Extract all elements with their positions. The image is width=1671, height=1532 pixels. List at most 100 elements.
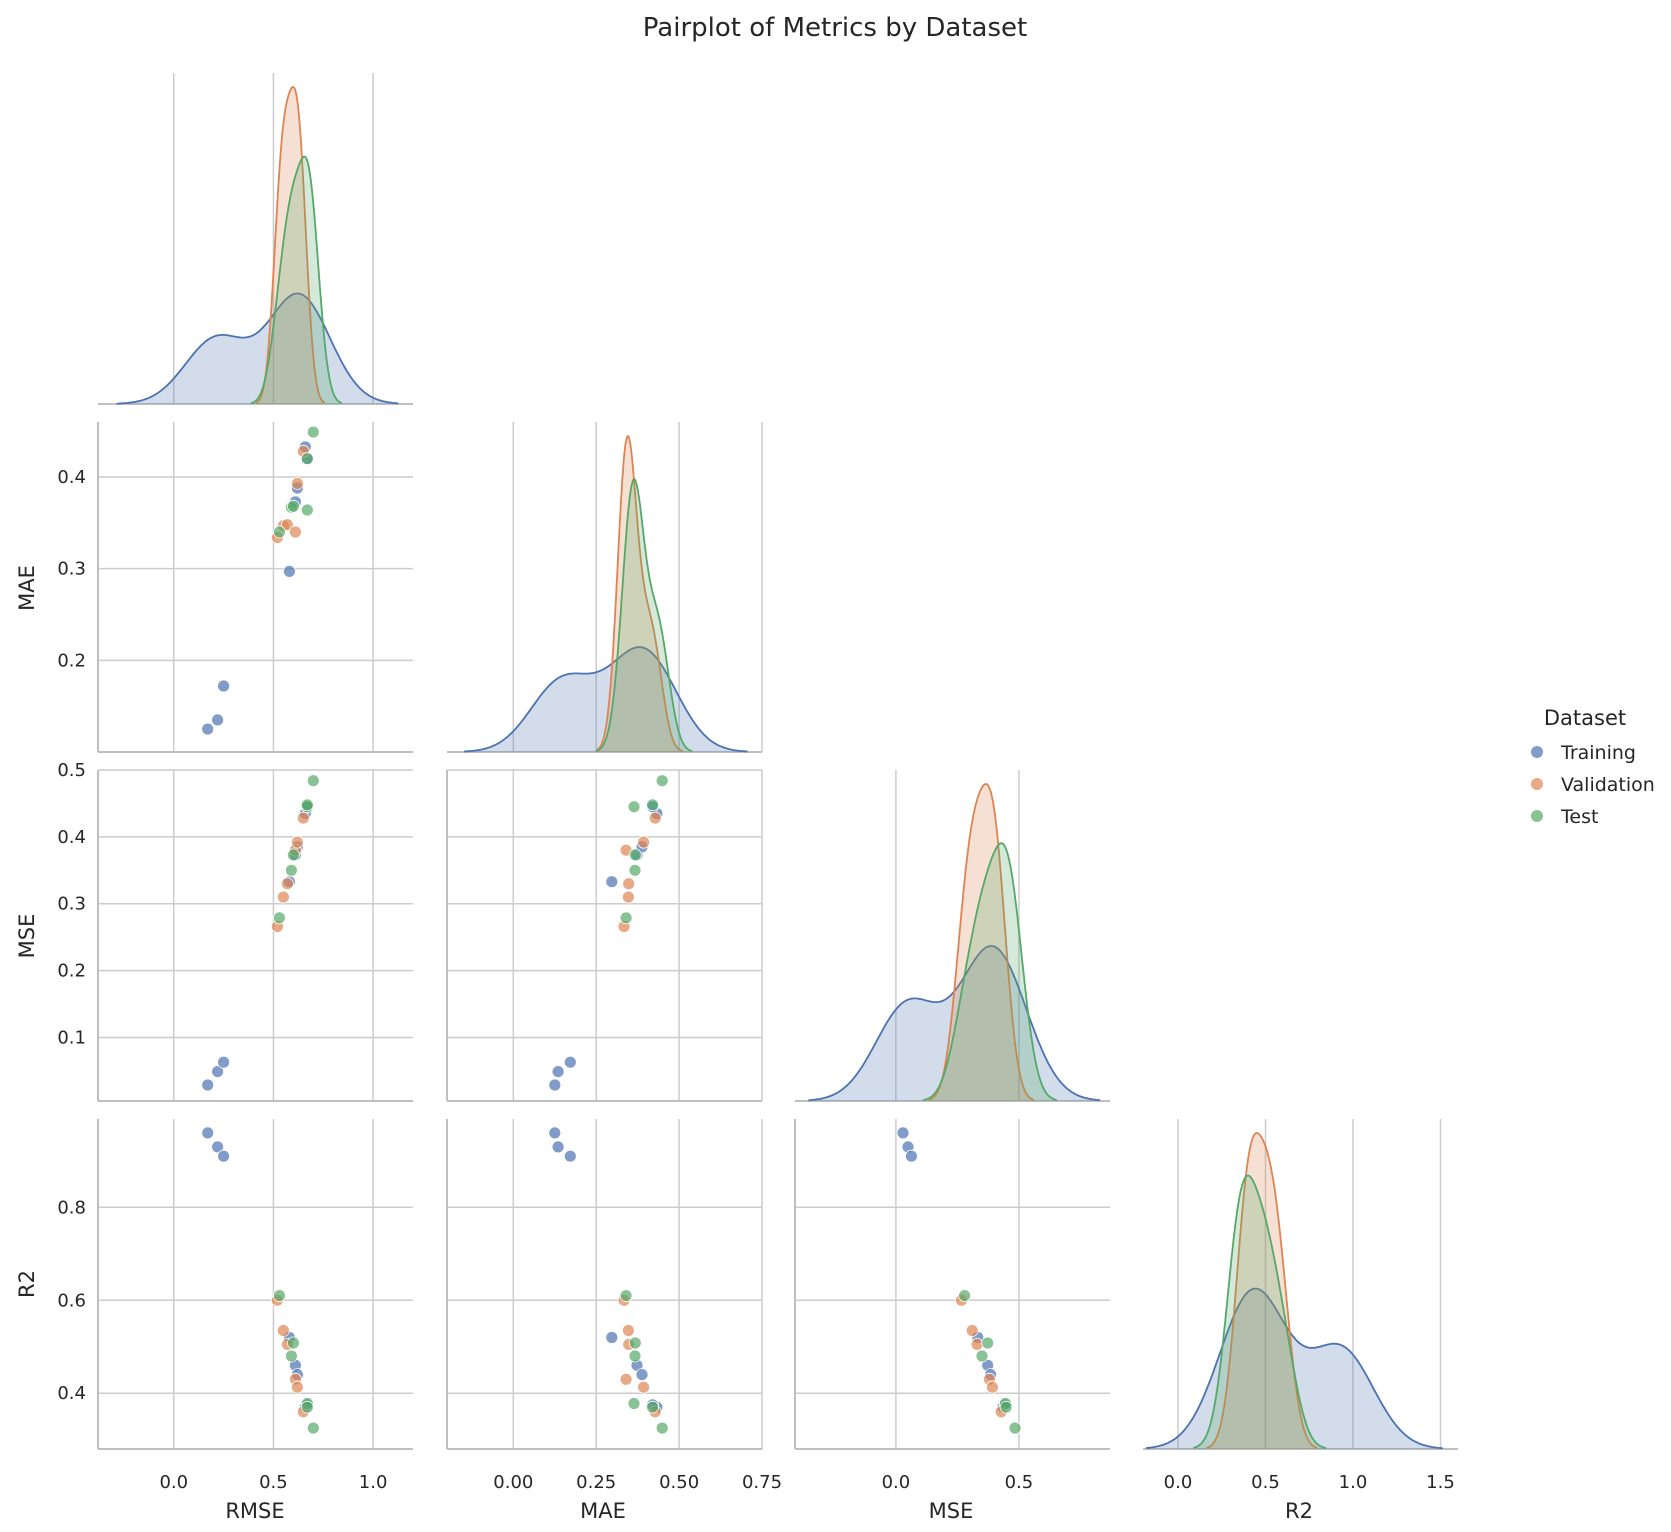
kde-fill-test-mse [922, 843, 1057, 1101]
y-tick-label-r2: 0.6 [57, 1290, 86, 1311]
point-test [628, 1349, 642, 1363]
chart-title: Pairplot of Metrics by Dataset [643, 13, 1027, 43]
point-test [646, 798, 659, 812]
point-training [563, 1149, 577, 1163]
point-test [284, 863, 298, 877]
kde-fill-validation-mse [928, 784, 1034, 1101]
panel-mae-vs-rmse [97, 422, 413, 753]
x-tick-label-mse: 0.0 [882, 1472, 911, 1493]
point-training [211, 1140, 225, 1154]
point-test [300, 1400, 314, 1414]
point-test [975, 1349, 989, 1363]
legend: Dataset Training Validation Test [1531, 706, 1655, 828]
point-test [628, 863, 642, 877]
point-training [282, 565, 296, 578]
point-validation [288, 525, 302, 539]
legend-label-validation: Validation [1561, 774, 1655, 796]
y-label-mae: MAE [15, 565, 39, 611]
y-label-r2: R2 [15, 1270, 39, 1298]
point-test [306, 774, 320, 788]
y-tick-label-r2: 0.8 [57, 1197, 86, 1218]
panel-mae-vs-mae [447, 422, 763, 753]
point-training [605, 1331, 619, 1344]
kde-fill-test-rmse [251, 156, 342, 404]
legend-title: Dataset [1544, 706, 1626, 730]
point-test [286, 848, 300, 862]
point-test [628, 848, 642, 862]
point-validation [637, 1380, 650, 1394]
panel-rmse-vs-rmse [98, 73, 413, 405]
panel-r2-vs-rmse [97, 1119, 413, 1450]
x-tick-label-mse: 0.5 [1005, 1472, 1034, 1493]
kde-fill-test-mae [595, 479, 693, 752]
kde-fill-training-mse [808, 946, 1100, 1101]
y-tick-label-mse: 0.4 [57, 827, 86, 848]
y-tick-label-mse: 0.1 [57, 1027, 86, 1048]
point-test [655, 1421, 669, 1435]
point-validation [619, 1372, 633, 1386]
kde-line-training-rmse [116, 292, 399, 405]
kde-line-validation-r2 [1206, 1132, 1318, 1449]
point-training [217, 1055, 231, 1069]
panel-mse-vs-mse [795, 770, 1110, 1102]
point-training [605, 875, 619, 889]
point-test [999, 1400, 1013, 1414]
kde-line-validation-rmse [255, 86, 326, 404]
point-validation [290, 476, 304, 490]
x-tick-label-mae: 0.25 [576, 1472, 616, 1493]
point-training [548, 1126, 562, 1140]
kde-line-training-r2 [1145, 1287, 1443, 1450]
x-tick-label-rmse: 0.0 [159, 1472, 188, 1493]
point-validation [296, 811, 310, 825]
x-tick-label-r2: 1.0 [1339, 1472, 1368, 1493]
point-test [272, 1289, 286, 1302]
point-test [1008, 1421, 1022, 1435]
point-training [905, 1149, 918, 1163]
panels: 0.0 0.5 1.0 0.00 0.25 0.50 0.75 0.0 0.5 0.0 0.5 1.0… [57, 73, 1458, 1493]
point-test [655, 774, 669, 788]
x-tick-label-rmse: 0.5 [259, 1472, 288, 1493]
point-test [981, 1336, 995, 1350]
point-test [300, 452, 314, 466]
point-training [896, 1126, 910, 1140]
point-test [272, 525, 286, 539]
point-validation [622, 1324, 635, 1337]
kde-line-validation-mse [928, 783, 1035, 1101]
y-tick-label-mae: 0.3 [57, 559, 86, 580]
y-tick-label-mse: 0.3 [57, 894, 86, 915]
kde-line-training-mae [464, 646, 748, 753]
point-test [306, 425, 320, 439]
point-validation [280, 877, 294, 891]
point-test [284, 1349, 298, 1363]
legend-marker-test [1531, 810, 1543, 822]
y-tick-label-r2: 0.4 [57, 1383, 86, 1404]
point-training [551, 1065, 565, 1078]
x-tick-label-r2: 0.5 [1251, 1472, 1280, 1493]
kde-fill-validation-r2 [1206, 1133, 1318, 1449]
x-tick-label-r2: 0.0 [1164, 1472, 1193, 1493]
point-test [306, 1421, 320, 1435]
x-label-rmse: RMSE [225, 1499, 284, 1523]
point-training [635, 1368, 649, 1381]
point-test [300, 798, 314, 812]
point-test [628, 1336, 642, 1350]
point-validation [280, 518, 294, 532]
kde-fill-training-rmse [116, 293, 399, 404]
kde-fill-test-r2 [1193, 1175, 1327, 1449]
x-tick-label-mae: 0.75 [742, 1472, 782, 1493]
point-test [286, 1336, 300, 1350]
point-validation [276, 890, 290, 904]
point-validation [965, 1324, 979, 1337]
point-training [201, 722, 215, 736]
point-test [272, 911, 286, 925]
x-label-mae: MAE [580, 1499, 626, 1523]
point-training [548, 1078, 562, 1092]
point-validation [986, 1380, 999, 1394]
y-tick-label-mae: 0.2 [57, 650, 86, 671]
axis-labels: RMSE MAE MSE R2 MAE MSE R2 [15, 565, 1313, 1523]
point-test [958, 1289, 971, 1302]
x-label-mse: MSE [929, 1499, 974, 1523]
panel-mse-vs-mae [446, 769, 763, 1102]
point-training [551, 1140, 565, 1154]
